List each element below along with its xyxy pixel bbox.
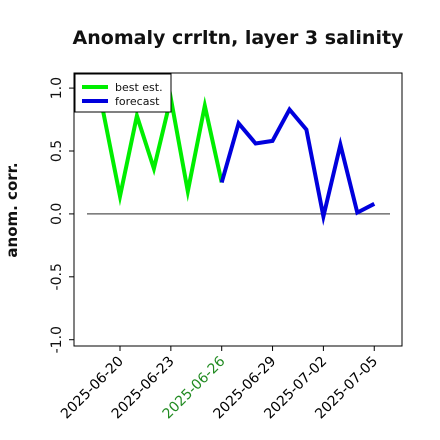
plot-area xyxy=(73,72,403,347)
series-line-1 xyxy=(219,105,376,226)
y-tick-label: 0.5 xyxy=(49,140,65,162)
legend-label-best-est: best est. xyxy=(115,81,163,94)
chart-title: Anomaly crrltn, layer 3 salinity xyxy=(73,27,404,49)
y-axis-label: anom. corr. xyxy=(3,162,21,257)
y-tick-label: -1.0 xyxy=(49,326,65,353)
legend: best est. forecast xyxy=(74,73,172,113)
legend-label-forecast: forecast xyxy=(115,95,160,108)
legend-box xyxy=(74,73,172,113)
y-tick-label: -0.5 xyxy=(49,263,65,290)
y-axis: 1.0 0.5 0.0 -0.5 -1.0 xyxy=(49,77,74,353)
x-axis: 2025-06-202025-06-232025-06-262025-06-29… xyxy=(58,346,381,422)
y-tick-label: 1.0 xyxy=(49,77,65,99)
y-tick-label: 0.0 xyxy=(49,203,65,225)
series-lines xyxy=(84,88,376,226)
